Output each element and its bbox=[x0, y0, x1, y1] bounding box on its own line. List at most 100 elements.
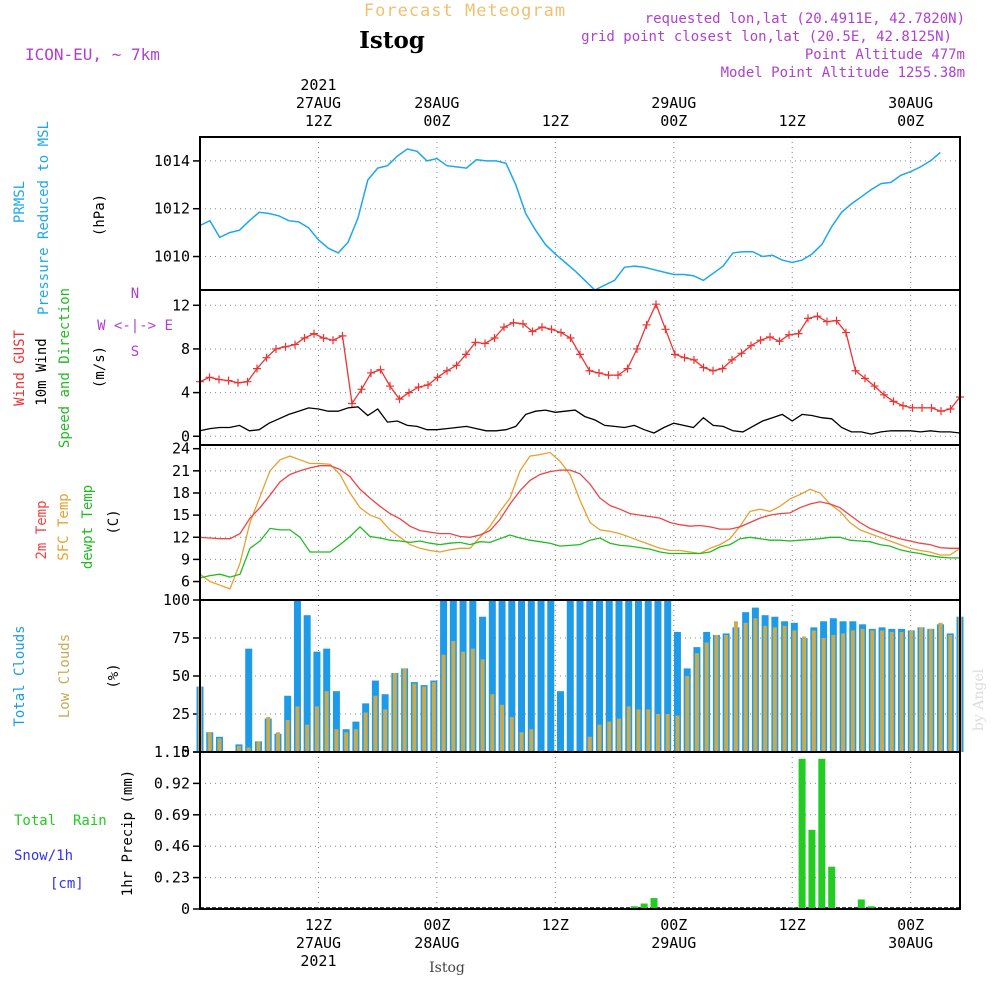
low-cloud-bar bbox=[753, 618, 758, 752]
wind-unit: (m/s) bbox=[92, 346, 108, 388]
total-cloud-bar bbox=[586, 600, 594, 752]
wind-gust-marker bbox=[690, 355, 698, 364]
temp-ytick-label: 12 bbox=[172, 528, 190, 546]
precip-frame bbox=[199, 751, 961, 910]
low-cloud-bar bbox=[704, 642, 709, 752]
wind-gust-marker bbox=[766, 332, 774, 341]
t2m-temp-line bbox=[199, 465, 960, 549]
wind-gust-marker bbox=[519, 319, 527, 328]
low-cloud-bar bbox=[431, 682, 436, 752]
wind-gust-marker bbox=[547, 325, 556, 334]
low-cloud-bar bbox=[938, 622, 943, 752]
total-cloud-bar bbox=[508, 600, 516, 752]
wind-gust-marker bbox=[832, 316, 841, 325]
low-cloud-bar bbox=[655, 714, 660, 752]
low-cloud-bar bbox=[246, 747, 251, 752]
wind-gust-marker bbox=[262, 353, 271, 362]
precip-ytick-label: 0.46 bbox=[154, 837, 190, 855]
wind-gust-marker bbox=[775, 337, 784, 346]
total-clouds-label: Total Clouds bbox=[12, 625, 28, 726]
rain-bar bbox=[798, 758, 806, 909]
wind-gust-marker bbox=[215, 375, 223, 384]
low-cloud-bar bbox=[646, 709, 651, 752]
low-clouds-label: Low Clouds bbox=[57, 634, 73, 718]
wind-gust-marker bbox=[376, 365, 385, 374]
wind-gust-marker bbox=[785, 330, 793, 339]
wind-ytick-label: 4 bbox=[181, 384, 190, 402]
wind-gust-marker bbox=[680, 353, 689, 362]
wind-gust-marker bbox=[471, 338, 480, 347]
clouds-ytick-label: 75 bbox=[172, 629, 190, 647]
top-time-label: 12Z bbox=[779, 112, 806, 130]
low-cloud-bar bbox=[821, 638, 826, 752]
wind-gust-marker bbox=[604, 371, 613, 380]
total-cloud-bar bbox=[595, 600, 603, 752]
low-cloud-bar bbox=[509, 717, 514, 752]
bottom-time-label: 28AUG bbox=[414, 934, 459, 952]
wind-gust-marker bbox=[253, 364, 261, 373]
low-cloud-bar bbox=[714, 634, 719, 752]
bottom-time-label: 12Z bbox=[305, 916, 332, 934]
wind-gust-marker bbox=[433, 373, 442, 382]
total-cloud-bar bbox=[557, 691, 565, 752]
rain-bar bbox=[650, 898, 658, 909]
pressure-ytick-label: 1010 bbox=[154, 248, 190, 266]
low-cloud-bar bbox=[217, 738, 222, 752]
top-time-label: 12Z bbox=[305, 112, 332, 130]
low-cloud-bar bbox=[889, 631, 894, 752]
wind-gust-marker bbox=[452, 361, 461, 370]
rain-bar bbox=[640, 903, 648, 909]
wind-gust-marker bbox=[338, 331, 347, 340]
low-cloud-bar bbox=[724, 634, 729, 752]
wind-gust-marker bbox=[386, 382, 394, 391]
top-time-label: 28AUG bbox=[414, 94, 459, 112]
wind-gust-marker bbox=[234, 378, 242, 387]
low-cloud-bar bbox=[480, 659, 485, 752]
watermark: by Angel bbox=[971, 668, 987, 731]
top-time-label: 00Z bbox=[897, 112, 924, 130]
top-time-label: 12Z bbox=[542, 112, 569, 130]
prmsl-desc-label: Pressure Reduced to MSL bbox=[36, 121, 52, 315]
pressure-unit: (hPa) bbox=[92, 194, 108, 236]
low-cloud-bar bbox=[811, 630, 816, 752]
low-cloud-bar bbox=[909, 630, 914, 752]
low-cloud-bar bbox=[743, 622, 748, 752]
wind-ytick-label: 0 bbox=[181, 427, 190, 445]
low-cloud-bar bbox=[305, 724, 310, 752]
total-cloud-bar bbox=[498, 600, 506, 752]
wind-gust-marker bbox=[566, 334, 575, 343]
total-cloud-bar bbox=[576, 600, 584, 752]
wind-gust-marker bbox=[718, 364, 727, 373]
temp-ytick-label: 18 bbox=[172, 484, 190, 502]
low-cloud-bar bbox=[470, 648, 475, 752]
low-cloud-bar bbox=[285, 720, 290, 752]
compass-we: W <-|-> E bbox=[97, 318, 173, 334]
wind-gust-marker bbox=[443, 366, 451, 375]
wind-gust-marker bbox=[652, 300, 660, 309]
wind-gust-marker bbox=[395, 395, 404, 404]
total-cloud-bar bbox=[664, 600, 672, 752]
precip-panel: 0 0.23 0.46 0.69 0.92 1.15 bbox=[154, 743, 961, 918]
wind-gust-marker bbox=[918, 403, 926, 412]
wind-gust-label: Wind GUST bbox=[12, 330, 28, 406]
temp-ytick-label: 15 bbox=[172, 506, 190, 524]
low-cloud-bar bbox=[314, 706, 319, 752]
bottom-time-label: 30AUG bbox=[888, 934, 933, 952]
low-cloud-bar bbox=[616, 718, 621, 752]
rain-bar bbox=[828, 866, 836, 909]
temp-panel-labels: 2m Temp SFC Temp dewpt Temp (C) bbox=[34, 485, 122, 569]
rain-bar bbox=[630, 906, 638, 909]
precip-ytick-label: 0.92 bbox=[154, 774, 190, 792]
pressure-panel-labels: PRMSL Pressure Reduced to MSL (hPa) bbox=[12, 121, 108, 315]
total-cloud-bar bbox=[293, 600, 301, 752]
wind-gust-marker bbox=[424, 380, 432, 389]
wind-gust-marker bbox=[728, 355, 736, 364]
total-cloud-bar bbox=[547, 600, 555, 752]
wind-gust-marker bbox=[794, 329, 803, 338]
wind-gust-marker bbox=[747, 341, 755, 350]
wind-gust-marker bbox=[946, 404, 955, 413]
low-cloud-bar bbox=[451, 641, 456, 752]
low-cloud-bar bbox=[607, 721, 612, 752]
snow-label: Snow/1h bbox=[14, 848, 73, 864]
